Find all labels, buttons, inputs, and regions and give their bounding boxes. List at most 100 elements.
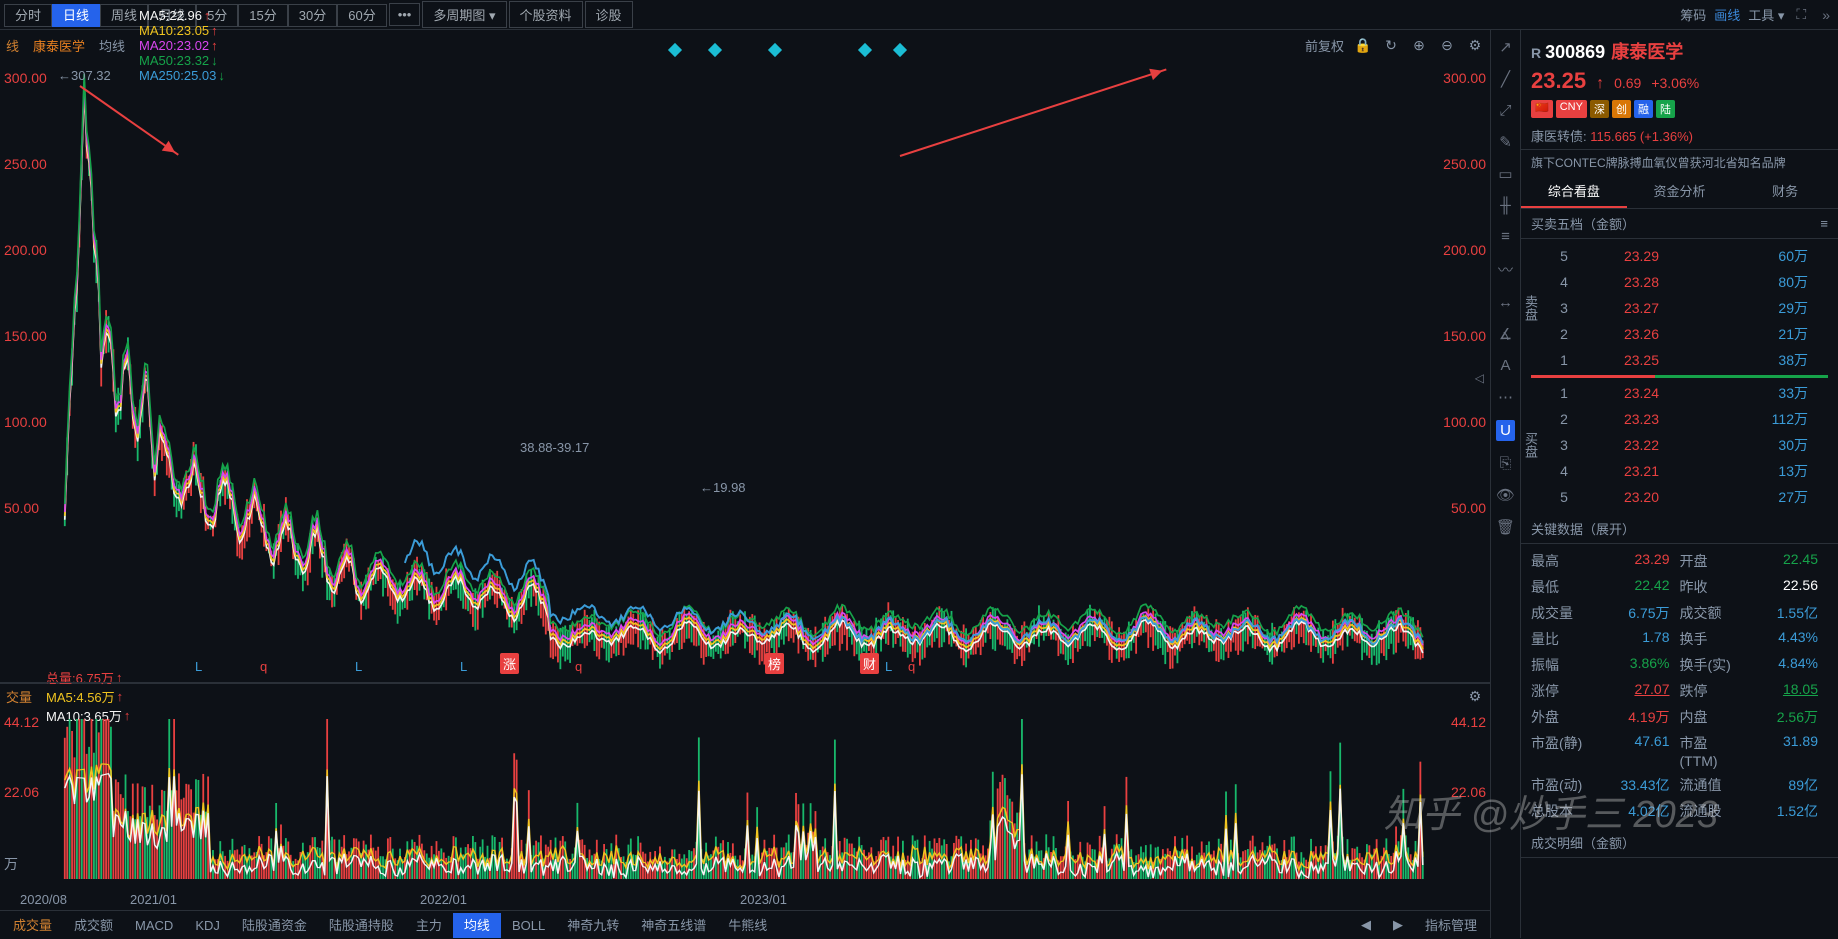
convertible-bond-row[interactable]: 康医转债: 115.665 (+1.36%)	[1521, 122, 1838, 150]
gann-icon[interactable]: ∡	[1499, 325, 1512, 343]
keydata-row: 最低22.42昨收22.56	[1521, 574, 1838, 600]
panel-tabs: 综合看盘资金分析财务	[1521, 175, 1838, 209]
orderbook-row[interactable]: 423.2880万	[1539, 269, 1838, 295]
indicator-bar: 成交量成交额MACDKDJ陆股通资金陆股通持股主力均线BOLL神奇九转神奇五线谱…	[0, 910, 1490, 938]
copy-icon[interactable]: ⎘	[1499, 455, 1511, 472]
indicator-4[interactable]: 陆股通资金	[231, 913, 318, 938]
magnet-icon[interactable]: U	[1496, 420, 1515, 441]
orderbook-row[interactable]: 523.2027万	[1539, 484, 1838, 510]
orderbook-row[interactable]: 423.2113万	[1539, 458, 1838, 484]
indicator-manage-btn[interactable]: 指标管理	[1414, 910, 1488, 939]
stock-code-row: R300869康泰医学	[1531, 38, 1828, 64]
badge: 深	[1590, 100, 1609, 118]
price-ylabel: 50.00	[1451, 500, 1486, 516]
fib-icon[interactable]: ╫	[1500, 197, 1511, 214]
eye-icon[interactable]: 👁	[1496, 486, 1515, 504]
stock-info-btn[interactable]: 个股资料	[509, 1, 583, 28]
orderbook-row[interactable]: 123.2433万	[1539, 380, 1838, 406]
orderbook-row[interactable]: 523.2960万	[1539, 243, 1838, 269]
zoom-out-icon[interactable]: ⊖	[1438, 36, 1456, 54]
ma10-value: MA10:23.05↑	[139, 23, 225, 38]
price-ylabel: 150.00	[1443, 328, 1486, 344]
settings-icon[interactable]: ⚙	[1466, 36, 1484, 54]
price-chart[interactable]: 300.00300.00250.00250.00200.00200.00150.…	[0, 60, 1490, 683]
prev-indicator-icon[interactable]: ◀	[1350, 912, 1382, 938]
lock-icon[interactable]: 🔒	[1354, 36, 1372, 54]
chart-marker: L	[195, 659, 202, 674]
collapse-icon[interactable]: »	[1818, 7, 1834, 23]
stock-price-row: 23.25 ↑ 0.69 +3.06%	[1531, 68, 1828, 94]
price-ylabel: 300.00	[4, 70, 47, 86]
reset-icon[interactable]: ↻	[1382, 36, 1400, 54]
chart-marker: 财	[860, 653, 879, 674]
panel-tab-2[interactable]: 财务	[1732, 175, 1838, 208]
ellipsis-icon[interactable]: ⋯	[1498, 388, 1513, 406]
indicator-3[interactable]: KDJ	[184, 913, 231, 938]
badge: 融	[1634, 100, 1653, 118]
indicator-11[interactable]: 牛熊线	[717, 913, 778, 938]
chart-marker: q	[260, 659, 267, 674]
indicator-6[interactable]: 主力	[405, 913, 453, 938]
trash-icon[interactable]: 🗑	[1496, 518, 1515, 536]
adjust-btn[interactable]: 前复权	[1305, 36, 1344, 55]
multi-period-btn[interactable]: 多周期图 ▾	[422, 1, 506, 28]
indicator-10[interactable]: 神奇五线谱	[630, 913, 717, 938]
brush-icon[interactable]: ✎	[1499, 133, 1512, 151]
range-icon[interactable]: ↔	[1498, 294, 1513, 311]
keydata-row: 振幅3.86%换手(实)4.84%	[1521, 652, 1838, 678]
news-ticker[interactable]: 旗下CONTEC牌脉搏血氧仪曾获河北省知名品牌	[1521, 150, 1838, 175]
orderbook-row[interactable]: 223.23112万	[1539, 406, 1838, 432]
period-tab-15分[interactable]: 15分	[238, 4, 287, 27]
line-icon[interactable]: ╱	[1501, 70, 1510, 88]
keydata-header[interactable]: 关键数据（展开）	[1521, 514, 1838, 544]
wave-icon[interactable]: 〰	[1498, 259, 1513, 280]
orderbook-row[interactable]: 123.2538万	[1539, 347, 1838, 373]
tools-btn[interactable]: 工具 ▾	[1748, 5, 1784, 24]
panel-tab-0[interactable]: 综合看盘	[1521, 175, 1627, 208]
trend-line-icon[interactable]: ↗	[1499, 38, 1512, 56]
orderbook-row[interactable]: 323.2729万	[1539, 295, 1838, 321]
key-data-table: 最高23.29开盘22.45最低22.42昨收22.56成交量6.75万成交额1…	[1521, 544, 1838, 828]
rect-icon[interactable]: ▭	[1498, 165, 1512, 183]
measure-icon[interactable]: ≡	[1501, 228, 1510, 245]
volume-chart[interactable]: 44.1244.1222.0622.06万	[0, 709, 1490, 889]
price-ylabel: 50.00	[4, 500, 39, 516]
time-axis: 2020/082021/012022/012023/01	[0, 889, 1490, 910]
period-tab-60分[interactable]: 60分	[337, 4, 386, 27]
indicator-2[interactable]: MACD	[124, 913, 184, 938]
more-btn[interactable]: •••	[389, 3, 421, 26]
next-indicator-icon[interactable]: ▶	[1382, 912, 1414, 938]
price-ylabel: 100.00	[1443, 414, 1486, 430]
keydata-row: 总股本4.02亿流通股1.52亿	[1521, 798, 1838, 824]
orderbook-row[interactable]: 223.2621万	[1539, 321, 1838, 347]
price-ylabel: 250.00	[1443, 156, 1486, 172]
indicator-7[interactable]: 均线	[453, 913, 501, 938]
text-icon[interactable]: A	[1500, 357, 1510, 374]
ray-icon[interactable]: ⤢	[1499, 102, 1511, 119]
indicator-9[interactable]: 神奇九转	[556, 913, 630, 938]
vol-settings-icon[interactable]: ⚙	[1466, 687, 1484, 705]
stock-badges: 🇨🇳CNY深创融陆	[1531, 100, 1828, 118]
zoom-in-icon[interactable]: ⊕	[1410, 36, 1428, 54]
indicator-0[interactable]: 成交量	[2, 913, 63, 938]
indicator-8[interactable]: BOLL	[501, 913, 556, 938]
period-tab-分时[interactable]: 分时	[4, 4, 52, 27]
orderbook-header[interactable]: 买卖五档（金额）≡	[1521, 209, 1838, 239]
period-tab-30分[interactable]: 30分	[288, 4, 337, 27]
menu-icon[interactable]: ≡	[1820, 216, 1828, 231]
trades-header[interactable]: 成交明细（金额）	[1521, 828, 1838, 858]
orderbook-row[interactable]: 323.2230万	[1539, 432, 1838, 458]
panel-tab-1[interactable]: 资金分析	[1627, 175, 1733, 208]
orderbook-divider	[1531, 375, 1828, 378]
fullscreen-icon[interactable]: ⛶	[1792, 6, 1810, 23]
vol-ma5: MA5:4.56万↑	[46, 687, 130, 706]
stock-detail-panel: R300869康泰医学 23.25 ↑ 0.69 +3.06% 🇨🇳CNY深创融…	[1520, 30, 1838, 938]
chips-btn[interactable]: 筹码	[1680, 5, 1706, 24]
ma5-value: MA5:22.96↑	[139, 8, 225, 23]
diagnose-btn[interactable]: 诊股	[585, 1, 633, 28]
draw-btn[interactable]: 画线	[1714, 5, 1740, 24]
period-tab-日线[interactable]: 日线	[52, 4, 100, 27]
indicator-1[interactable]: 成交额	[63, 913, 124, 938]
indicator-5[interactable]: 陆股通持股	[318, 913, 405, 938]
ma20-value: MA20:23.02↑	[139, 38, 225, 53]
